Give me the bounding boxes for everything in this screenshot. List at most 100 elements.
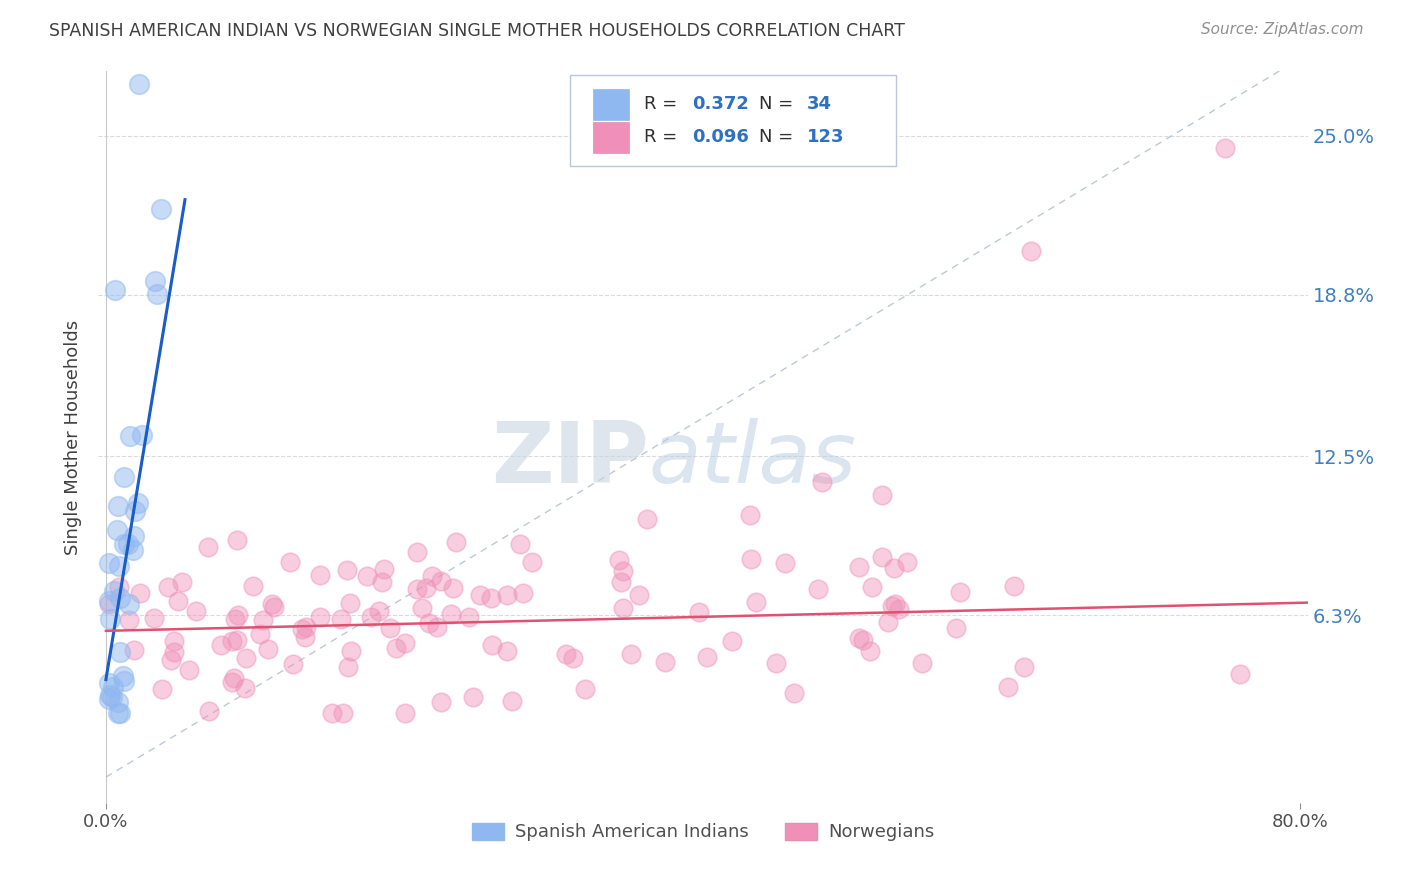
Point bbox=[112, 668, 135, 682]
Point bbox=[896, 555, 918, 569]
Point bbox=[870, 488, 893, 502]
Point bbox=[163, 634, 186, 648]
Text: R =: R = bbox=[644, 95, 683, 113]
Point bbox=[496, 588, 519, 602]
Point bbox=[371, 574, 394, 589]
Point bbox=[97, 692, 120, 706]
Point bbox=[811, 475, 834, 489]
Point bbox=[278, 555, 301, 569]
Point bbox=[122, 528, 145, 542]
Point bbox=[876, 615, 898, 629]
Point bbox=[783, 686, 806, 700]
Point bbox=[945, 621, 967, 635]
Point bbox=[98, 676, 121, 690]
Point bbox=[373, 562, 395, 576]
Point bbox=[405, 544, 427, 558]
Bar bbox=[593, 122, 630, 153]
Point bbox=[911, 656, 934, 670]
Point bbox=[257, 642, 280, 657]
Text: SPANISH AMERICAN INDIAN VS NORWEGIAN SINGLE MOTHER HOUSEHOLDS CORRELATION CHART: SPANISH AMERICAN INDIAN VS NORWEGIAN SIN… bbox=[49, 22, 905, 40]
Point bbox=[295, 620, 318, 634]
Point bbox=[108, 580, 131, 594]
Point bbox=[197, 541, 219, 555]
Point bbox=[107, 559, 129, 574]
Point bbox=[1229, 667, 1251, 681]
Point bbox=[479, 591, 502, 606]
Point bbox=[197, 704, 219, 718]
Point bbox=[127, 496, 149, 510]
Point bbox=[949, 584, 972, 599]
Point bbox=[628, 588, 651, 602]
Point bbox=[426, 619, 449, 633]
Point bbox=[721, 633, 744, 648]
Point bbox=[252, 613, 274, 627]
Point bbox=[221, 675, 243, 690]
Point bbox=[145, 287, 167, 301]
Point bbox=[740, 508, 762, 523]
Point bbox=[291, 622, 314, 636]
Text: Source: ZipAtlas.com: Source: ZipAtlas.com bbox=[1201, 22, 1364, 37]
Point bbox=[281, 657, 304, 671]
Point bbox=[607, 553, 630, 567]
Point bbox=[356, 569, 378, 583]
Point bbox=[884, 597, 907, 611]
Point bbox=[340, 644, 363, 658]
Point bbox=[444, 535, 467, 549]
Point bbox=[242, 578, 264, 592]
Point bbox=[336, 563, 359, 577]
Point bbox=[124, 504, 146, 518]
Point bbox=[415, 582, 437, 596]
Point bbox=[880, 599, 903, 613]
Point bbox=[512, 585, 534, 599]
Point bbox=[501, 694, 523, 708]
Point bbox=[118, 597, 141, 611]
Point bbox=[430, 574, 453, 588]
Point bbox=[170, 574, 193, 589]
Point bbox=[233, 681, 256, 695]
Point bbox=[120, 429, 142, 443]
Point bbox=[612, 601, 634, 615]
Point bbox=[226, 632, 249, 647]
Point bbox=[107, 695, 129, 709]
Point bbox=[610, 574, 633, 589]
Text: 0.372: 0.372 bbox=[692, 95, 749, 113]
Point bbox=[122, 642, 145, 657]
Point bbox=[337, 660, 360, 674]
Text: 0.096: 0.096 bbox=[692, 128, 749, 146]
Point bbox=[104, 283, 127, 297]
Point bbox=[225, 533, 247, 547]
Point bbox=[321, 706, 343, 720]
Point bbox=[101, 690, 124, 705]
Point bbox=[128, 586, 150, 600]
Point bbox=[481, 639, 503, 653]
Point bbox=[688, 605, 710, 619]
Point bbox=[461, 690, 484, 705]
Bar bbox=[593, 89, 630, 120]
Point bbox=[997, 680, 1019, 694]
Point bbox=[143, 611, 166, 625]
Point bbox=[166, 594, 188, 608]
Point bbox=[848, 632, 870, 646]
Point bbox=[555, 648, 578, 662]
Point bbox=[162, 644, 184, 658]
Point bbox=[773, 556, 796, 570]
Point bbox=[852, 632, 875, 647]
Point bbox=[384, 640, 406, 655]
Point bbox=[744, 595, 766, 609]
Point bbox=[420, 569, 443, 583]
Point bbox=[440, 607, 463, 621]
Point bbox=[620, 647, 643, 661]
Point bbox=[887, 602, 910, 616]
Point bbox=[468, 587, 491, 601]
Point bbox=[418, 616, 440, 631]
Point bbox=[522, 555, 544, 569]
Point bbox=[696, 650, 718, 665]
Point bbox=[562, 651, 585, 665]
Point bbox=[394, 636, 416, 650]
Point bbox=[107, 523, 129, 537]
Point bbox=[1021, 244, 1043, 258]
Point bbox=[509, 537, 531, 551]
Point bbox=[98, 597, 121, 611]
Text: N =: N = bbox=[759, 95, 799, 113]
Point bbox=[765, 656, 787, 670]
